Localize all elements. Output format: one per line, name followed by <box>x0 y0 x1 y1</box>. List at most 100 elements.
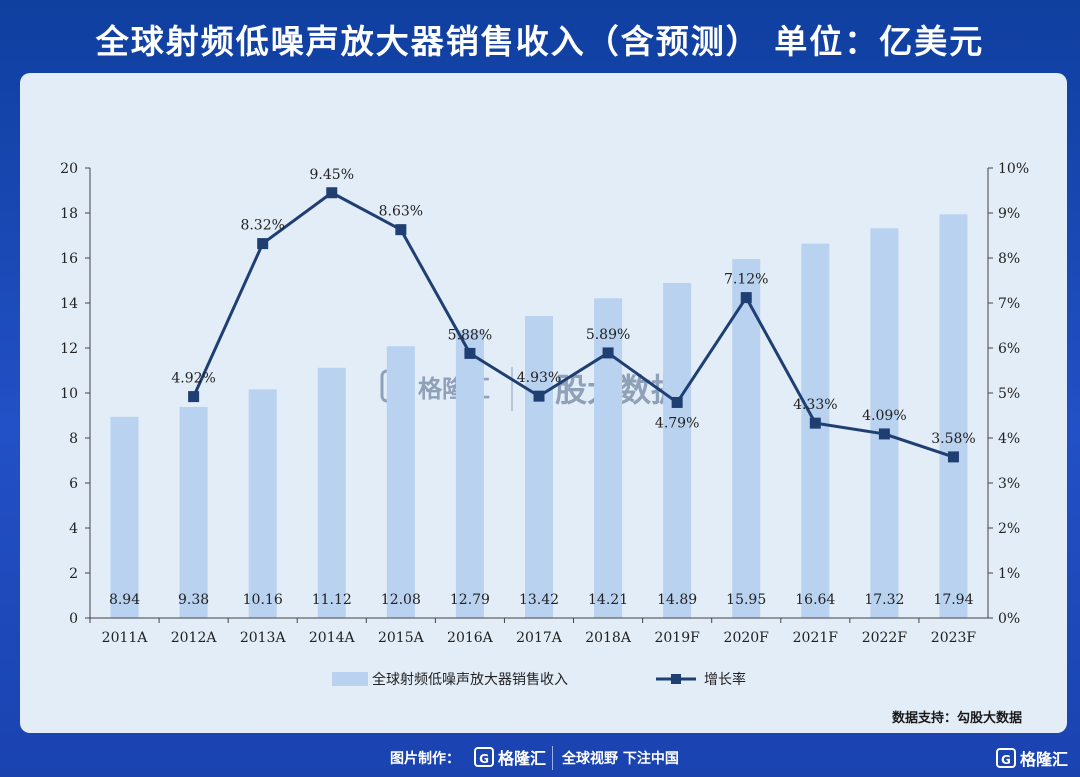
legend: 全球射频低噪声放大器销售收入 增长率 <box>332 671 746 688</box>
growth-label-2019F: 4.79% <box>655 415 699 431</box>
bar-value-label-2011A: 8.94 <box>109 592 140 608</box>
corner-logo: G 格隆汇 <box>995 746 1068 770</box>
bar-2017A <box>525 316 553 618</box>
x-tick-label-2017A: 2017A <box>516 630 563 646</box>
bar-value-label-2013A: 10.16 <box>243 592 283 608</box>
chart-panel: 格隆汇 勾股大数据 8.949.3810.1611.1212.0812.7913… <box>20 73 1067 733</box>
growth-label-2018A: 5.89% <box>586 327 630 343</box>
footer-credit: 图片制作： <box>390 751 460 767</box>
right-tick-label-4%: 4% <box>998 431 1020 447</box>
bar-value-label-2015A: 12.08 <box>381 592 421 608</box>
left-tick-label-16: 16 <box>60 251 78 267</box>
bar-2015A <box>386 346 415 618</box>
bar-2011A <box>110 416 139 618</box>
growth-label-2017A: 4.93% <box>517 370 561 386</box>
growth-marker-2014A <box>326 187 338 199</box>
left-tick-label-0: 0 <box>69 611 78 627</box>
footer-logo: G 格隆汇 <box>474 744 546 770</box>
right-tick-label-9%: 9% <box>998 206 1020 222</box>
source-note: 数据支持：勾股大数据 <box>891 711 1022 726</box>
bar-2022F <box>870 228 899 619</box>
x-tick-label-2011A: 2011A <box>102 630 149 646</box>
right-tick-label-5%: 5% <box>998 386 1020 402</box>
x-tick-label-2013A: 2013A <box>240 630 287 646</box>
left-tick-label-2: 2 <box>69 566 78 582</box>
footer-slogan: 全球视野 下注中国 <box>562 751 679 767</box>
bar-2020F <box>732 259 761 618</box>
bar-2023F <box>939 214 968 618</box>
x-tick-label-2012A: 2012A <box>171 630 218 646</box>
growth-marker-2012A <box>188 391 200 403</box>
legend-bar-label: 全球射频低噪声放大器销售收入 <box>372 671 568 688</box>
bar-2018A <box>594 298 623 618</box>
left-tick-label-4: 4 <box>69 521 78 537</box>
growth-label-2016A: 5.88% <box>448 327 492 343</box>
footer-divider <box>552 746 553 770</box>
right-tick-label-6%: 6% <box>998 341 1020 357</box>
left-tick-label-12: 12 <box>60 341 78 357</box>
right-tick-label-7%: 7% <box>998 296 1020 312</box>
bar-2014A <box>317 367 346 618</box>
growth-label-2022F: 4.09% <box>862 408 906 424</box>
growth-marker-2018A <box>602 347 614 359</box>
growth-marker-2019F <box>671 396 683 408</box>
growth-marker-2013A <box>257 238 269 250</box>
axes: 0 2 4 6 8 10 12 14 16 18 20 0% 1% 2% 3% 4% 5% 6% 7% 8% 9% 10%… <box>60 161 1029 646</box>
x-tick-label-2014A: 2014A <box>309 630 356 646</box>
left-tick-label-8: 8 <box>69 431 78 447</box>
chart-title: 全球射频低噪声放大器销售收入（含预测） 单位：亿美元 <box>95 22 985 61</box>
right-tick-label-8%: 8% <box>998 251 1020 267</box>
left-tick-label-18: 18 <box>60 206 78 222</box>
growth-label-2014A: 9.45% <box>310 167 354 183</box>
footer-brand: 格隆汇 <box>498 749 547 768</box>
bar-2016A <box>455 330 484 618</box>
right-tick-label-0%: 0% <box>998 611 1020 627</box>
footer: 图片制作： G 格隆汇 全球视野 下注中国 G 格隆汇 <box>0 740 1080 777</box>
bar-2013A <box>248 389 277 618</box>
left-tick-label-10: 10 <box>60 386 78 402</box>
growth-label-2023F: 3.58% <box>931 431 975 447</box>
bar-2021F <box>801 243 830 618</box>
growth-line <box>192 191 954 459</box>
left-tick-label-20: 20 <box>60 161 78 177</box>
bar-labels: 8.94 9.38 10.16 11.12 12.08 12.79 13.42 14.21 14… <box>109 592 974 608</box>
bar-value-label-2012A: 9.38 <box>178 592 209 608</box>
growth-label-2021F: 4.33% <box>793 397 837 413</box>
bar-value-label-2014A: 11.12 <box>312 592 352 608</box>
legend-line-marker <box>671 674 681 684</box>
growth-line-series: 4.92% 8.32% 9.45% 8.63% 5.88% 4.93% 5.89% 4.79%… <box>171 167 976 463</box>
x-tick-label-2018A: 2018A <box>585 630 632 646</box>
x-tick-label-2020F: 2020F <box>724 630 770 646</box>
growth-marker-2023F <box>947 451 959 463</box>
x-tick-label-2015A: 2015A <box>378 630 425 646</box>
bar-value-label-2021F: 16.64 <box>795 592 835 608</box>
corner-logo-icon: G <box>995 748 1016 768</box>
legend-bar-swatch <box>332 672 368 686</box>
bar-series <box>110 214 968 619</box>
bar-value-label-2023F: 17.94 <box>933 592 973 608</box>
x-tick-label-2022F: 2022F <box>862 630 908 646</box>
bar-value-label-2019F: 14.89 <box>657 592 697 608</box>
right-tick-label-1%: 1% <box>998 566 1020 582</box>
revenue-growth-chart: 格隆汇 勾股大数据 8.949.3810.1611.1212.0812.7913… <box>60 161 1029 688</box>
growth-marker-2017A <box>533 390 545 402</box>
right-tick-label-3%: 3% <box>998 476 1020 492</box>
growth-marker-2020F <box>740 292 752 304</box>
growth-marker-2021F <box>809 417 821 429</box>
bar-value-label-2022F: 17.32 <box>864 592 904 608</box>
left-tick-label-14: 14 <box>60 296 78 312</box>
x-tick-label-2016A: 2016A <box>447 630 494 646</box>
legend-line-label: 增长率 <box>704 671 746 688</box>
growth-label-2013A: 8.32% <box>240 218 284 234</box>
bar-value-label-2018A: 14.21 <box>588 592 628 608</box>
bar-2012A <box>179 406 208 618</box>
x-tick-label-2021F: 2021F <box>793 630 839 646</box>
growth-marker-2015A <box>395 224 407 236</box>
bar-2019F <box>663 282 692 618</box>
brand-logo-icon: G <box>474 747 494 767</box>
left-tick-label-6: 6 <box>69 476 78 492</box>
x-tick-label-2023F: 2023F <box>931 630 977 646</box>
growth-label-2012A: 4.92% <box>171 371 215 387</box>
right-tick-label-10%: 10% <box>998 161 1029 177</box>
bar-value-label-2016A: 12.79 <box>450 592 490 608</box>
